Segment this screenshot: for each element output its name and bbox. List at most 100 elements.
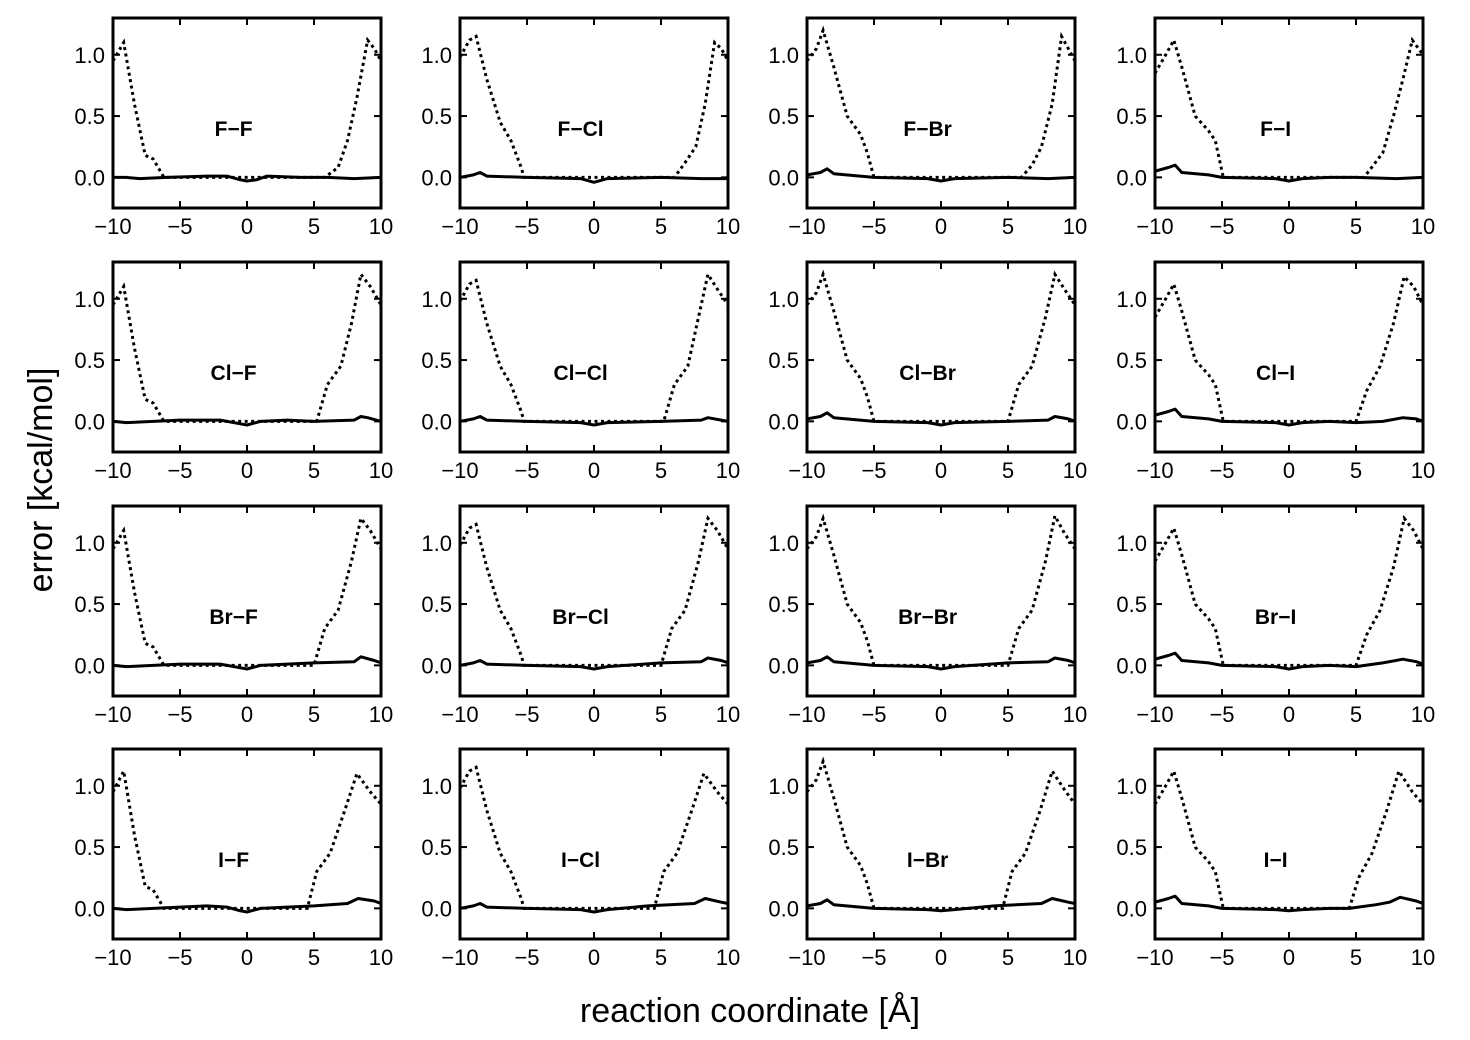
x-tick-label: −10 — [788, 702, 825, 727]
x-tick-label: 0 — [241, 945, 253, 970]
x-tick-label: −5 — [861, 702, 886, 727]
y-tick-label: 1.0 — [1116, 774, 1147, 799]
panel: −10 −5 0 5 10 0.0 0.5 1.0 F−F — [74, 16, 393, 239]
x-tick-label: 0 — [935, 945, 947, 970]
x-tick-label: −5 — [167, 945, 192, 970]
x-tick-label: 0 — [588, 702, 600, 727]
x-tick-label: 0 — [935, 458, 947, 483]
panel: −10 −5 0 5 10 0.0 0.5 1.0 Cl−F — [74, 260, 393, 483]
x-tick-label: 5 — [308, 702, 320, 727]
series-dotted-line — [1155, 36, 1423, 179]
panel-title: F−Cl — [558, 118, 604, 141]
x-tick-label: 10 — [1063, 458, 1087, 483]
x-tick-label: 10 — [1411, 214, 1435, 239]
panel-frame — [111, 260, 383, 454]
series-dotted-line — [113, 36, 381, 179]
x-tick-label: −10 — [1136, 458, 1173, 483]
x-tick-label: 0 — [241, 214, 253, 239]
x-tick-label: 10 — [1063, 214, 1087, 239]
y-tick-label: 0.0 — [421, 165, 452, 190]
series-solid-line — [807, 897, 1075, 913]
x-tick-label: −5 — [514, 458, 539, 483]
y-tick-label: 1.0 — [421, 531, 452, 556]
panel: −10 −5 0 5 10 0.0 0.5 1.0 F−I — [1116, 16, 1435, 239]
x-tick-label: 5 — [655, 214, 667, 239]
series-solid-line — [1155, 894, 1423, 913]
x-tick-label: 5 — [1002, 214, 1014, 239]
panel-title: Cl−I — [1256, 362, 1295, 385]
x-tick-label: −10 — [441, 702, 478, 727]
series-dotted-line — [113, 514, 381, 667]
y-tick-label: 0.0 — [768, 896, 799, 921]
y-tick-label: 0.5 — [768, 835, 799, 860]
panel-title: F−F — [215, 118, 253, 141]
x-tick-label: 5 — [1350, 945, 1362, 970]
series-dotted-line — [460, 765, 728, 910]
panel-title: Cl−Cl — [553, 362, 607, 385]
x-tick-label: 10 — [369, 214, 393, 239]
series-dotted-line — [1155, 767, 1423, 910]
series-dotted-line — [807, 269, 1075, 423]
panel-title: Br−F — [209, 606, 258, 629]
x-axis-title: reaction coordinate [Å] — [580, 992, 920, 1030]
panel-title: Br−Br — [898, 606, 957, 629]
x-tick-label: 5 — [655, 458, 667, 483]
panel-frame — [458, 747, 730, 941]
y-tick-label: 0.5 — [1116, 348, 1147, 373]
panel-frame — [805, 260, 1077, 454]
x-tick-label: 10 — [716, 458, 740, 483]
series-dotted-line — [113, 270, 381, 423]
series-dotted-line — [807, 511, 1075, 667]
x-tick-label: 10 — [1063, 702, 1087, 727]
y-tick-label: 0.5 — [74, 835, 105, 860]
x-tick-label: 5 — [1002, 702, 1014, 727]
panel: −10 −5 0 5 10 0.0 0.5 1.0 Cl−I — [1116, 260, 1435, 483]
panel-title: Cl−F — [211, 362, 257, 385]
panel: −10 −5 0 5 10 0.0 0.5 1.0 F−Br — [768, 16, 1087, 239]
x-tick-label: 10 — [716, 702, 740, 727]
y-tick-label: 1.0 — [421, 43, 452, 68]
panel: −10 −5 0 5 10 0.0 0.5 1.0 F−Cl — [421, 16, 740, 239]
x-tick-label: 5 — [1002, 945, 1014, 970]
y-tick-label: 0.0 — [74, 653, 105, 678]
y-tick-label: 0.0 — [421, 653, 452, 678]
x-tick-label: −5 — [861, 214, 886, 239]
x-tick-label: 0 — [935, 214, 947, 239]
series-solid-line — [113, 415, 381, 427]
x-tick-label: −10 — [1136, 214, 1173, 239]
y-tick-label: 1.0 — [421, 287, 452, 312]
panel-title: I−F — [218, 849, 249, 872]
panel-frame — [1153, 260, 1425, 454]
panel-frame — [1153, 16, 1425, 210]
series-solid-line — [460, 897, 728, 914]
y-tick-label: 0.0 — [74, 165, 105, 190]
y-tick-label: 0.5 — [1116, 592, 1147, 617]
y-tick-label: 1.0 — [768, 287, 799, 312]
panel-frame — [458, 504, 730, 698]
y-tick-label: 0.0 — [1116, 653, 1147, 678]
x-tick-label: −5 — [1209, 702, 1234, 727]
x-tick-label: −5 — [514, 214, 539, 239]
x-tick-label: −10 — [1136, 702, 1173, 727]
series-solid-line — [113, 655, 381, 671]
panel: −10 −5 0 5 10 0.0 0.5 1.0 Cl−Cl — [421, 260, 740, 483]
x-tick-label: −10 — [788, 458, 825, 483]
series-dotted-line — [460, 514, 728, 667]
y-tick-label: 0.5 — [768, 592, 799, 617]
series-solid-line — [460, 171, 728, 184]
y-tick-label: 0.0 — [421, 409, 452, 434]
panel-title: I−Cl — [561, 849, 600, 872]
panel-title: I−I — [1264, 849, 1288, 872]
y-tick-label: 0.0 — [768, 165, 799, 190]
x-tick-label: 0 — [588, 214, 600, 239]
x-tick-label: −10 — [94, 458, 131, 483]
series-solid-line — [460, 415, 728, 427]
y-tick-label: 0.0 — [768, 653, 799, 678]
series-dotted-line — [460, 270, 728, 423]
x-tick-label: −5 — [514, 945, 539, 970]
panel-title: Br−Cl — [552, 606, 609, 629]
y-tick-label: 0.5 — [74, 104, 105, 129]
x-tick-label: −5 — [167, 702, 192, 727]
y-tick-label: 1.0 — [74, 531, 105, 556]
